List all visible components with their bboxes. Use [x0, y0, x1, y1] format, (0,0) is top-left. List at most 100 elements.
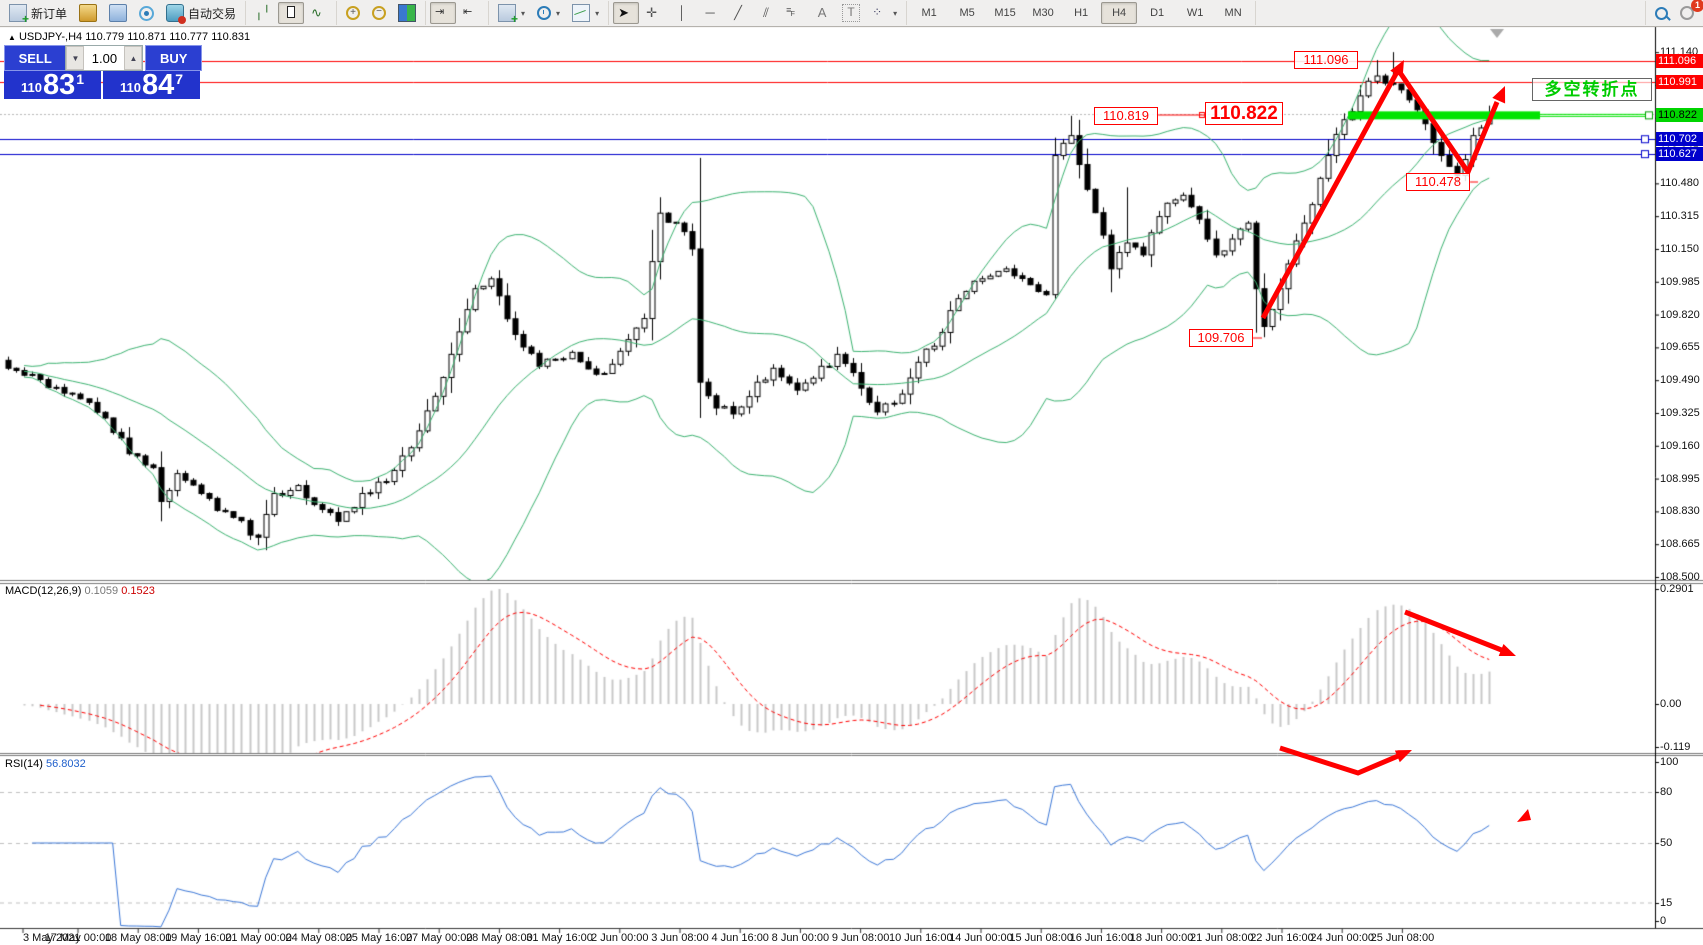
timeframe-m30-button[interactable]: M30	[1032, 7, 1054, 19]
price-axis-tick: 109.325	[1660, 406, 1700, 419]
lot-size-value[interactable]: 1.00	[91, 50, 118, 66]
auto-trading-label: 自动交易	[188, 6, 237, 21]
line-chart-button[interactable]: ∿	[306, 2, 332, 24]
bid-pips: 83	[42, 69, 76, 101]
timeframe-w1-button[interactable]: W1	[1186, 7, 1204, 19]
toolbar-group-zoom: + −	[337, 1, 427, 25]
chart-shift-button[interactable]: ⇤	[458, 2, 484, 24]
price-axis-tick: 109.655	[1660, 341, 1700, 354]
candlestick-icon	[283, 3, 299, 21]
new-order-button[interactable]: + 新订单	[4, 2, 72, 25]
toolbar-group-scroll: ⇥ ⇤	[426, 1, 490, 25]
envelope-icon	[79, 4, 98, 22]
terminal-icon	[109, 4, 128, 22]
time-axis-label: 16 Jun 16:00	[1069, 932, 1134, 944]
buy-button[interactable]: BUY	[145, 45, 203, 71]
ask-price[interactable]: 110 84 7	[103, 69, 200, 101]
lot-increase-button[interactable]: ▲	[124, 46, 143, 70]
price-axis-badge: 110.822	[1656, 108, 1703, 123]
cursor-button[interactable]: ➤	[613, 2, 640, 24]
turning-point-note[interactable]: 多空转折点	[1532, 78, 1652, 101]
candlestick-chart-button[interactable]	[278, 2, 305, 24]
rsi-name: RSI(14)	[5, 758, 43, 770]
timeframe-d1-button[interactable]: D1	[1150, 7, 1165, 19]
trendline-button[interactable]: ╱	[725, 2, 751, 24]
history-button[interactable]	[74, 2, 102, 24]
time-axis-label: 14 Jun 00:00	[949, 932, 1013, 944]
time-axis-label: 25 Jun 08:00	[1370, 932, 1435, 944]
sell-button[interactable]: SELL	[4, 45, 66, 71]
time-axis-label: 24 Jun 00:00	[1310, 932, 1374, 944]
notifications-button[interactable]: 1	[1675, 0, 1703, 24]
auto-scroll-button[interactable]: ⇥	[430, 2, 457, 24]
search-button[interactable]	[1650, 2, 1673, 24]
time-axis-label: 3 Jun 08:00	[651, 932, 709, 944]
tile-windows-button[interactable]	[393, 2, 421, 24]
text-tool-button[interactable]: A	[809, 2, 835, 24]
macd-main-value: 0.1059	[84, 585, 119, 597]
timeframe-h4-button[interactable]: H4	[1101, 2, 1138, 24]
time-axis-label: 28 May 08:00	[466, 932, 533, 944]
channel-button[interactable]: ⫽	[753, 2, 779, 24]
periods-button[interactable]: ▾	[532, 2, 565, 24]
timeframe-m5-button[interactable]: M5	[959, 7, 975, 19]
time-axis-label: 31 May 16:00	[526, 932, 593, 944]
auto-trading-button[interactable]: 自动交易	[161, 2, 241, 24]
vline-button[interactable]: │	[669, 2, 695, 24]
chart-shift-icon: ⇤	[463, 6, 473, 18]
macd-label: MACD(12,26,9) 0.1059 0.1523	[5, 585, 155, 597]
toolbar-group-right: 1	[1645, 0, 1703, 25]
templates-button[interactable]: ▾	[567, 2, 604, 24]
indicators-button[interactable]: + ▾	[493, 2, 530, 25]
timeframe-mn-button[interactable]: MN	[1224, 7, 1242, 19]
time-axis-label: 25 May 16:00	[345, 932, 413, 944]
price-axis-tick: 108.830	[1660, 505, 1700, 518]
timeframe-m15-button[interactable]: M15	[994, 7, 1016, 19]
fibonacci-button[interactable]: ≡F	[781, 2, 807, 24]
price-label-111096[interactable]: 111.096	[1294, 51, 1358, 69]
price-axis-tick: 108.995	[1660, 472, 1700, 485]
price-label-110819[interactable]: 110.819	[1094, 107, 1158, 125]
time-axis-label: 21 May 00:00	[225, 932, 292, 944]
macd-axis-tick: 0.2901	[1660, 583, 1694, 595]
time-axis-label: 18 Jun 00:00	[1129, 932, 1194, 944]
auto-scroll-icon: ⇥	[435, 6, 445, 18]
hline-button[interactable]: ─	[697, 2, 723, 24]
price-axis-tick: 109.820	[1660, 308, 1700, 321]
time-axis-label: 4 Jun 16:00	[711, 932, 769, 944]
lot-size-box: ▼ 1.00 ▲	[65, 45, 144, 71]
toolbar-group-drawtools: ➤ ✛ │ ─ ╱ ⫽ ≡F A T ⁘ ▾	[609, 1, 908, 25]
signals-button[interactable]	[134, 2, 159, 24]
market-watch-button[interactable]	[104, 2, 132, 24]
zoom-out-button[interactable]: −	[367, 2, 391, 24]
timeframe-h1-button[interactable]: H1	[1074, 7, 1089, 19]
fibonacci-icon: ≡F	[786, 5, 795, 18]
line-chart-icon: ∿	[311, 5, 322, 20]
arrows-tool-button[interactable]: ⁘ ▾	[867, 2, 902, 24]
crosshair-button[interactable]: ✛	[641, 2, 667, 24]
horizontal-line-icon: ─	[705, 5, 715, 20]
time-axis-label: 2 Jun 00:00	[591, 932, 649, 944]
time-axis-label: 22 Jun 16:00	[1250, 932, 1314, 944]
ask-pips: 84	[141, 69, 175, 101]
price-label-110478[interactable]: 110.478	[1406, 173, 1470, 191]
collapse-marker-icon[interactable]: ▲	[8, 33, 16, 42]
label-tool-button[interactable]: T	[837, 2, 865, 24]
bar-chart-button[interactable]: ╷╵	[250, 2, 276, 24]
new-order-label: 新订单	[31, 6, 68, 21]
main-toolbar: + 新订单 自动交易 ╷╵ ∿ + − ⇥ ⇤ + ▾ ▾	[0, 0, 1703, 27]
zoom-in-button[interactable]: +	[341, 2, 365, 24]
timeframe-m1-button[interactable]: M1	[921, 7, 937, 19]
price-label-109706[interactable]: 109.706	[1189, 329, 1253, 347]
lot-decrease-button[interactable]: ▼	[66, 46, 85, 70]
rsi-axis-tick: 50	[1660, 837, 1673, 849]
time-axis-label: 9 Jun 08:00	[831, 932, 890, 944]
time-axis-label: 15 Jun 08:00	[1009, 932, 1073, 944]
rsi-axis-tick: 100	[1660, 756, 1679, 768]
bid-price[interactable]: 110 83 1	[4, 69, 101, 101]
price-label-110822[interactable]: 110.822	[1205, 102, 1283, 125]
text-label-icon: T	[842, 4, 861, 22]
